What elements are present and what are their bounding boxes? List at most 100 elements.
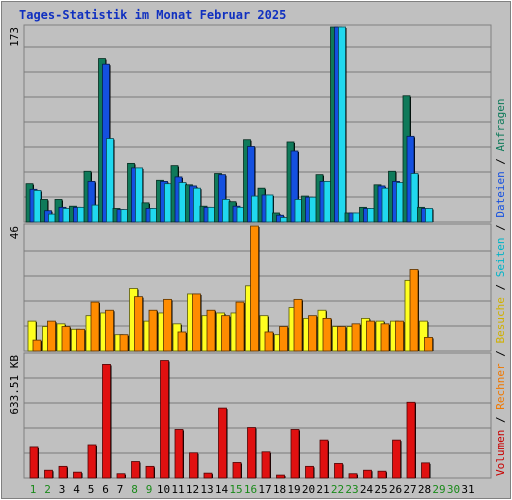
day-label-13: 13 xyxy=(200,483,213,496)
bar-volumen-day-27 xyxy=(406,401,416,479)
bar-volumen-day-17 xyxy=(261,451,271,479)
bar-rechner-day-12 xyxy=(192,293,201,352)
day-label-27: 27 xyxy=(403,483,416,496)
bar-volumen-day-20 xyxy=(305,465,314,479)
day-label-22: 22 xyxy=(331,483,344,496)
bar-volumen-day-5 xyxy=(87,444,97,479)
legend-item-rechner: Rechner xyxy=(494,363,507,410)
bar-volumen-day-10 xyxy=(160,360,169,479)
bar-rechner-day-1 xyxy=(32,339,42,352)
bar-volumen-day-8 xyxy=(131,461,140,479)
legend-separator: / xyxy=(494,151,507,171)
legend-text: Volumen / Rechner / Besuche / Seiten / D… xyxy=(494,98,507,476)
bar-rechner-day-4 xyxy=(76,328,85,352)
bar-rechner-day-28 xyxy=(424,337,433,352)
bar-rechner-day-21 xyxy=(322,317,332,352)
bar-seiten-day-19 xyxy=(294,199,303,223)
bar-seiten-day-9 xyxy=(149,208,158,223)
bar-rechner-day-7 xyxy=(119,334,129,352)
bar-rechner-day-6 xyxy=(105,309,114,352)
y-max-label-volume: 633.51 KB xyxy=(8,355,21,415)
bar-dateien-day-19 xyxy=(290,150,299,223)
bar-rechner-day-2 xyxy=(47,320,56,352)
bar-rechner-day-14 xyxy=(221,315,230,352)
bar-volumen-day-3 xyxy=(58,465,68,479)
bar-rechner-day-10 xyxy=(163,298,172,352)
day-label-25: 25 xyxy=(374,483,387,496)
bar-volumen-day-25 xyxy=(377,470,387,479)
bar-seiten-day-17 xyxy=(265,194,274,223)
legend-item-dateien: Dateien xyxy=(494,171,507,217)
bar-rechner-day-27 xyxy=(409,269,419,352)
bar-rechner-day-11 xyxy=(177,331,187,352)
day-label-30: 30 xyxy=(447,483,460,496)
panels-layer: 173 46 633.51 KB xyxy=(8,24,492,479)
bar-seiten-day-16 xyxy=(251,195,259,223)
day-label-11: 11 xyxy=(171,483,184,496)
bar-volumen-day-21 xyxy=(319,439,329,479)
bar-seiten-day-14 xyxy=(222,199,230,223)
panel-visits: 46 xyxy=(8,223,492,352)
day-label-18: 18 xyxy=(273,483,286,496)
day-label-12: 12 xyxy=(186,483,199,496)
bar-rechner-day-17 xyxy=(264,331,274,352)
bar-seiten-day-25 xyxy=(381,187,390,223)
legend-separator: / xyxy=(494,344,507,364)
bar-seiten-day-18 xyxy=(280,217,288,223)
day-label-14: 14 xyxy=(215,483,229,496)
bar-volumen-day-16 xyxy=(247,427,256,479)
day-label-8: 8 xyxy=(131,483,138,496)
day-label-29: 29 xyxy=(432,483,445,496)
bar-seiten-day-10 xyxy=(164,183,172,223)
bar-rechner-day-24 xyxy=(366,320,375,352)
bar-rechner-day-9 xyxy=(148,309,158,352)
bar-seiten-day-4 xyxy=(77,206,85,223)
bar-dateien-day-5 xyxy=(87,181,96,223)
bar-seiten-day-3 xyxy=(62,208,71,223)
bar-besuche-day-1 xyxy=(27,320,37,352)
bar-volumen-day-11 xyxy=(174,429,184,479)
day-label-24: 24 xyxy=(360,483,374,496)
bar-dateien-day-16 xyxy=(247,146,255,223)
bar-rechner-day-15 xyxy=(235,301,245,352)
legend-separator: / xyxy=(494,277,507,297)
bar-volumen-day-9 xyxy=(145,465,155,479)
bar-seiten-day-23 xyxy=(352,212,361,223)
bar-seiten-day-8 xyxy=(135,167,143,223)
bar-rechner-day-8 xyxy=(134,296,143,352)
bar-rechner-day-13 xyxy=(206,309,216,352)
day-label-1: 1 xyxy=(30,483,37,496)
bar-rechner-day-23 xyxy=(351,323,361,352)
bar-rechner-day-22 xyxy=(337,326,346,352)
day-label-26: 26 xyxy=(389,483,402,496)
day-label-17: 17 xyxy=(258,483,271,496)
bar-seiten-day-2 xyxy=(48,213,56,223)
legend-item-seiten: Seiten xyxy=(494,238,507,278)
day-label-21: 21 xyxy=(316,483,329,496)
day-label-4: 4 xyxy=(73,483,80,496)
bar-seiten-day-28 xyxy=(425,208,433,223)
bar-seiten-day-24 xyxy=(367,208,375,223)
bar-volumen-day-14 xyxy=(218,407,227,479)
day-label-7: 7 xyxy=(117,483,124,496)
panel-hits: 173 xyxy=(8,24,492,223)
bar-rechner-day-26 xyxy=(395,320,404,352)
bar-seiten-day-20 xyxy=(309,196,317,223)
bar-volumen-day-1 xyxy=(29,446,39,479)
legend-item-besuche: Besuche xyxy=(494,297,507,343)
legend-item-volumen: Volumen xyxy=(494,430,507,476)
day-label-16: 16 xyxy=(244,483,257,496)
bar-seiten-day-1 xyxy=(33,190,42,223)
bar-volumen-day-15 xyxy=(232,462,242,479)
bar-rechner-day-25 xyxy=(380,323,390,352)
bar-seiten-day-21 xyxy=(323,181,332,223)
bar-volumen-day-18 xyxy=(276,474,285,479)
bar-seiten-day-15 xyxy=(236,206,245,223)
bar-rechner-day-19 xyxy=(293,298,303,352)
day-label-23: 23 xyxy=(345,483,358,496)
bar-seiten-day-6 xyxy=(106,138,114,223)
bar-seiten-day-12 xyxy=(193,187,201,223)
y-max-label-hits: 173 xyxy=(8,27,21,47)
